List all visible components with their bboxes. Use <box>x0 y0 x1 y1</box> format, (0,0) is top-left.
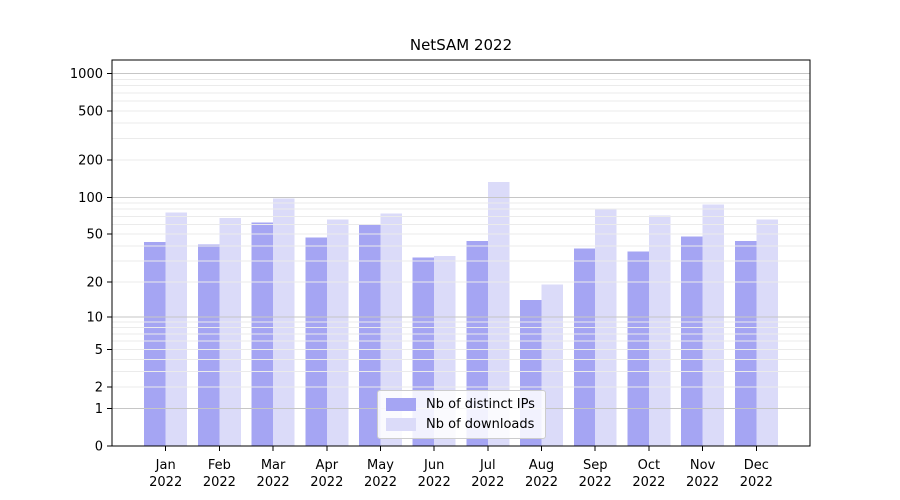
bar-nb-of-distinct-ips-dec-2022 <box>734 240 757 446</box>
bar-nb-of-downloads-may-2022 <box>380 213 402 446</box>
bar-nb-of-downloads-oct-2022 <box>648 215 671 446</box>
bar-nb-of-distinct-ips-apr-2022 <box>305 237 327 446</box>
legend: Nb of distinct IPs Nb of downloads <box>377 390 546 439</box>
bar-nb-of-distinct-ips-may-2022 <box>359 224 381 446</box>
x-tick-label-may-2022-month: May <box>367 458 394 473</box>
y-tick-label-2: 2 <box>95 380 103 395</box>
bar-nb-of-downloads-nov-2022 <box>702 204 725 446</box>
x-tick-label-jul-2022-month: Jul <box>479 458 496 473</box>
x-tick-label-jan-2022-year: 2022 <box>149 475 182 490</box>
x-tick-label-nov-2022-year: 2022 <box>686 475 719 490</box>
y-tick-label-5: 5 <box>95 343 103 358</box>
x-tick-label-feb-2022-month: Feb <box>208 458 231 473</box>
x-tick-label-jan-2022-month: Jan <box>155 458 176 473</box>
legend-swatch-distinct-ips <box>386 398 416 411</box>
bar-nb-of-downloads-feb-2022 <box>219 217 241 446</box>
chart-title: NetSAM 2022 <box>409 36 513 54</box>
x-tick-label-apr-2022-month: Apr <box>316 458 339 473</box>
y-tick-label-0: 0 <box>95 440 103 455</box>
x-tick-label-may-2022-year: 2022 <box>364 475 397 490</box>
x-tick-label-feb-2022-year: 2022 <box>203 475 236 490</box>
x-tick-label-mar-2022-year: 2022 <box>257 475 290 490</box>
x-tick-label-apr-2022-year: 2022 <box>310 475 343 490</box>
plot-area <box>111 59 811 447</box>
y-tick-label-1: 1 <box>95 402 103 417</box>
y-tick-label-10: 10 <box>86 310 103 325</box>
x-tick-label-aug-2022-year: 2022 <box>525 475 558 490</box>
x-tick-label-mar-2022-month: Mar <box>261 458 286 473</box>
x-tick-label-aug-2022-month: Aug <box>529 458 554 473</box>
x-tick-label-oct-2022-month: Oct <box>638 458 660 473</box>
bar-nb-of-downloads-jan-2022 <box>165 212 188 446</box>
legend-swatch-downloads <box>386 418 416 431</box>
bar-nb-of-distinct-ips-feb-2022 <box>197 244 220 446</box>
y-tick-label-100: 100 <box>78 191 103 206</box>
bar-nb-of-distinct-ips-sep-2022 <box>573 248 596 446</box>
x-tick-label-jul-2022-year: 2022 <box>471 475 504 490</box>
legend-item-downloads: Nb of downloads <box>386 417 535 432</box>
bar-nb-of-downloads-apr-2022 <box>326 219 349 446</box>
bar-nb-of-downloads-jul-2022 <box>487 182 510 446</box>
bar-nb-of-downloads-dec-2022 <box>756 219 778 446</box>
x-tick-label-jun-2022-month: Jun <box>423 458 444 473</box>
bar-nb-of-downloads-aug-2022 <box>541 284 563 446</box>
x-tick-label-nov-2022-month: Nov <box>690 458 716 473</box>
legend-label-downloads: Nb of downloads <box>426 417 535 432</box>
x-tick-label-sep-2022-year: 2022 <box>579 475 612 490</box>
bar-nb-of-distinct-ips-jan-2022 <box>144 242 166 446</box>
y-tick-label-50: 50 <box>86 228 103 243</box>
legend-item-distinct-ips: Nb of distinct IPs <box>386 397 535 412</box>
x-tick-label-dec-2022-month: Dec <box>744 458 769 473</box>
y-tick-label-500: 500 <box>78 105 103 120</box>
y-tick-label-200: 200 <box>78 154 103 169</box>
x-tick-label-sep-2022-month: Sep <box>583 458 608 473</box>
y-tick-label-1000: 1000 <box>70 67 103 82</box>
bar-nb-of-distinct-ips-oct-2022 <box>627 251 649 446</box>
legend-label-distinct-ips: Nb of distinct IPs <box>426 397 535 412</box>
x-tick-label-dec-2022-year: 2022 <box>740 475 773 490</box>
y-tick-label-20: 20 <box>86 275 103 290</box>
x-tick-label-oct-2022-year: 2022 <box>632 475 665 490</box>
x-tick-label-jun-2022-year: 2022 <box>418 475 451 490</box>
